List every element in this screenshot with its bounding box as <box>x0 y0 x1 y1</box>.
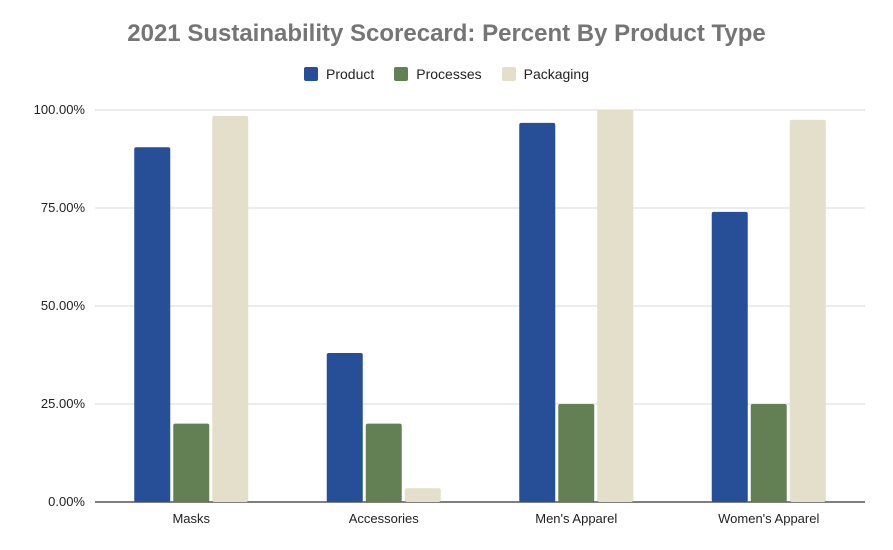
legend-item-product: Product <box>304 66 374 82</box>
x-tick-label: Accessories <box>349 511 420 526</box>
legend-swatch-processes <box>394 67 409 81</box>
bar-processes-3 <box>558 404 595 502</box>
y-tick-label: 50.00% <box>41 298 86 313</box>
bar-processes-4 <box>750 404 787 502</box>
legend-item-packaging: Packaging <box>501 66 589 82</box>
legend-label-packaging: Packaging <box>523 66 589 82</box>
bar-processes-1 <box>173 423 210 502</box>
bar-product-1 <box>134 147 171 503</box>
bar-packaging-2 <box>404 488 441 502</box>
y-tick-label: 0.00% <box>48 494 85 509</box>
y-tick-label: 100.00% <box>34 102 86 117</box>
bar-product-4 <box>711 211 748 503</box>
y-tick-label: 25.00% <box>41 396 86 411</box>
x-tick-label: Masks <box>172 511 210 526</box>
legend-label-processes: Processes <box>416 66 482 82</box>
chart-title: 2021 Sustainability Scorecard: Percent B… <box>127 20 766 47</box>
bar-product-2 <box>326 353 363 502</box>
bar-packaging-4 <box>789 119 826 503</box>
bar-packaging-3 <box>597 110 634 502</box>
legend-label-product: Product <box>326 66 375 82</box>
legend: Product Processes Packaging <box>0 66 893 82</box>
legend-swatch-product <box>304 67 318 81</box>
legend-item-processes: Processes <box>394 66 482 82</box>
bar-packaging-1 <box>212 115 249 502</box>
y-tick-label: 75.00% <box>41 200 86 215</box>
legend-swatch-packaging <box>501 67 516 81</box>
x-tick-label: Women's Apparel <box>718 511 819 526</box>
bar-product-3 <box>519 122 556 502</box>
x-tick-label: Men's Apparel <box>535 511 617 526</box>
bar-processes-2 <box>365 423 402 502</box>
